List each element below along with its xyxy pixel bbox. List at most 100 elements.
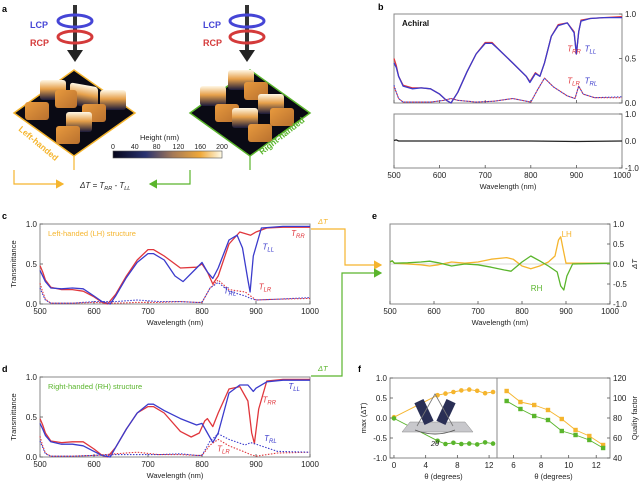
curve-label-t-lr: TLR bbox=[217, 444, 230, 455]
data-point bbox=[600, 442, 606, 448]
curve-label-t-ll: TLL bbox=[288, 382, 300, 393]
connector-rh-to-e bbox=[311, 268, 383, 377]
electrode-inset-icon bbox=[401, 393, 474, 435]
data-point bbox=[587, 433, 592, 439]
data-point bbox=[504, 388, 509, 394]
curve-label-rh: RH bbox=[531, 284, 543, 293]
curve-label-t-rr: TRR bbox=[567, 44, 581, 55]
colorbar-tick-label: 0 bbox=[111, 144, 115, 151]
data-point bbox=[490, 389, 496, 395]
data-point bbox=[504, 398, 509, 404]
series-line-t-rr bbox=[39, 226, 310, 305]
curve-label-t-rl: TRL bbox=[224, 287, 237, 298]
data-point bbox=[573, 432, 578, 438]
chart-d: d Right-handed (RH) structure 500 600 700 800… bbox=[2, 364, 319, 480]
y-tick-label: 0.0 bbox=[376, 414, 388, 423]
data-point bbox=[459, 388, 464, 393]
afm-image-right-handed: Right-handed bbox=[188, 69, 312, 170]
panel-label-b: b bbox=[378, 2, 384, 12]
x-tick-label: 1000 bbox=[301, 307, 319, 316]
panel-label-e: e bbox=[372, 211, 377, 221]
chart-b: bAchiral0.00.51.0TransmittanceTRRTLLTLRT… bbox=[378, 2, 637, 108]
panel-label-c: c bbox=[2, 211, 7, 221]
series-line-lh bbox=[389, 236, 610, 270]
data-point bbox=[587, 437, 592, 443]
connector-delta-t-rh: ΔT bbox=[317, 364, 329, 373]
x-tick-label: 500 bbox=[387, 171, 401, 180]
data-point bbox=[435, 438, 440, 444]
chart-c: c Left-handed (LH) structure 500 600 700 800 9… bbox=[2, 211, 319, 327]
data-point bbox=[573, 427, 578, 433]
x-tick-label: 700 bbox=[479, 171, 493, 180]
data-point bbox=[466, 387, 472, 392]
y-axis-label: Quality factor bbox=[630, 395, 639, 440]
x-tick-label: 600 bbox=[427, 307, 441, 316]
y-tick-label: 0.5 bbox=[625, 55, 637, 64]
curve-label-t-rr: TRR bbox=[291, 229, 305, 240]
x-tick-label: 1000 bbox=[301, 460, 319, 469]
data-point bbox=[559, 416, 564, 422]
curve-label-t-rl: TRL bbox=[585, 76, 598, 87]
series-line-t-rl bbox=[393, 77, 623, 103]
curve-label-t-lr: TLR bbox=[259, 283, 272, 294]
x-tick-label: 800 bbox=[524, 171, 538, 180]
series-line-lh-q bbox=[506, 390, 604, 446]
connector-lh-to-e bbox=[311, 228, 383, 270]
data-point bbox=[451, 440, 456, 446]
connector-lh-to-formula bbox=[13, 170, 65, 189]
substrate bbox=[401, 421, 474, 433]
x-tick-label: 700 bbox=[471, 307, 485, 316]
x-tick-label: 900 bbox=[249, 460, 263, 469]
data-point bbox=[600, 445, 606, 451]
y-axis-label: Transmittance bbox=[9, 240, 18, 287]
electrode-right bbox=[436, 399, 456, 425]
x-tick-label: 4 bbox=[423, 461, 428, 470]
series-line-t-ll bbox=[39, 225, 310, 305]
colorbar-tick-label: 80 bbox=[153, 144, 161, 151]
curve-label-t-ll: TLL bbox=[262, 243, 274, 254]
y-tick-label: 0.0 bbox=[26, 453, 38, 462]
y-tick-label: 1.0 bbox=[625, 10, 637, 19]
data-point bbox=[459, 441, 464, 447]
y-tick-label: 0.5 bbox=[376, 394, 388, 403]
x-tick-label: 600 bbox=[433, 171, 447, 180]
y-tick-label: -1.0 bbox=[613, 300, 627, 309]
colorbar-tick-label: 200 bbox=[216, 144, 228, 151]
series-line-t-lr bbox=[39, 436, 311, 457]
data-point bbox=[545, 417, 551, 423]
series-line--t-achiral bbox=[393, 139, 623, 143]
x-tick-label: 1000 bbox=[601, 307, 619, 316]
curve-label-t-lr: TLR bbox=[567, 76, 580, 87]
angle-lines bbox=[416, 393, 454, 427]
y-tick-label: 100 bbox=[613, 394, 627, 403]
chart-title: Achiral bbox=[402, 19, 429, 28]
colorbar-gradient bbox=[112, 150, 223, 159]
series-line-t-rr bbox=[393, 16, 623, 104]
x-tick-label: 12 bbox=[592, 461, 601, 470]
electrode-left bbox=[414, 399, 434, 425]
chart-f2: 6 8 10 12 θ (degrees) 40 60 80 100 120 Quality fac… bbox=[496, 374, 639, 481]
y-tick-label: 0.5 bbox=[26, 413, 38, 422]
curve-label-t-rl: TRL bbox=[264, 434, 277, 445]
data-point bbox=[532, 402, 537, 408]
rcp-label-left: RCP bbox=[30, 38, 49, 48]
x-tick-label: 700 bbox=[141, 307, 155, 316]
x-tick-label: 8 bbox=[539, 461, 544, 470]
data-point bbox=[443, 391, 448, 396]
x-tick-label: 600 bbox=[87, 460, 101, 469]
x-axis-label: Wavelength (nm) bbox=[480, 182, 537, 191]
chart-title: Left-handed (LH) structure bbox=[48, 229, 136, 238]
series-line-rh bbox=[389, 255, 611, 291]
data-point bbox=[466, 441, 472, 446]
data-point bbox=[474, 442, 480, 447]
afm-blocks-right bbox=[200, 70, 294, 142]
x-tick-label: 900 bbox=[249, 307, 263, 316]
x-tick-label: 6 bbox=[511, 461, 516, 470]
connector-rh-to-formula bbox=[148, 170, 191, 189]
lcp-label-left: LCP bbox=[30, 20, 48, 30]
x-axis-label: Wavelength (nm) bbox=[147, 318, 204, 327]
curve-label-lh: LH bbox=[562, 230, 572, 239]
x-tick-label: 500 bbox=[33, 460, 47, 469]
series-line-t-ll bbox=[39, 379, 310, 458]
